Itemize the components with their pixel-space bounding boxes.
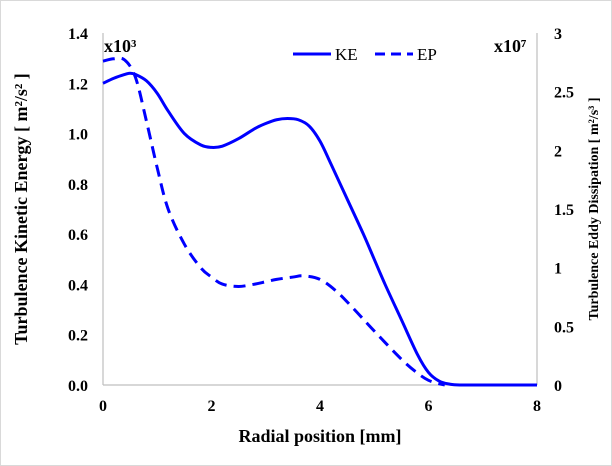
- left-y-tick-label: 1.2: [68, 76, 88, 93]
- x-tick-label: 8: [533, 398, 541, 415]
- right-y-tick-label: 2: [554, 143, 562, 160]
- legend: KE EP: [293, 45, 437, 64]
- series-line-ep: [102, 56, 446, 387]
- left-y-tick-labels: 0.0 0.2 0.4 0.6 0.8 1.0 1.2 1.4: [68, 26, 88, 395]
- x-tick-label: 0: [99, 398, 107, 415]
- x-tick-label: 4: [316, 398, 324, 415]
- series-line-ke: [102, 71, 537, 387]
- right-y-tick-label: 3: [554, 26, 562, 43]
- legend-ke-label: KE: [335, 45, 358, 64]
- x-axis-label: Radial position [mm]: [238, 426, 401, 446]
- x-tick-labels: 0 2 4 6 8: [99, 398, 541, 415]
- left-multiplier: x10³: [104, 36, 137, 56]
- left-y-tick-label: 1.4: [68, 26, 88, 43]
- x-tick-label: 2: [208, 398, 216, 415]
- x-tick-label: 6: [425, 398, 433, 415]
- right-y-tick-label: 1: [554, 261, 562, 278]
- left-y-tick-label: 0.0: [68, 378, 88, 395]
- right-y-axis-label: Turbulence Eddy Dissipation [ m²/s³ ]: [587, 98, 602, 321]
- series-lines: [102, 56, 537, 387]
- right-y-tick-label: 2.5: [554, 85, 574, 102]
- right-y-tick-label: 1.5: [554, 202, 574, 219]
- right-y-tick-label: 0: [554, 378, 562, 395]
- left-y-tick-label: 0.8: [68, 177, 88, 194]
- left-y-tick-label: 0.4: [68, 277, 88, 294]
- right-multiplier: x10⁷: [494, 36, 527, 56]
- left-y-tick-label: 0.2: [68, 328, 88, 345]
- left-y-tick-label: 1.0: [68, 127, 88, 144]
- right-y-tick-labels: 0 0.5 1 1.5 2 2.5 3: [554, 26, 574, 395]
- left-y-tick-label: 0.6: [68, 227, 88, 244]
- legend-ep-label: EP: [417, 45, 437, 64]
- left-y-axis-label: Turbulence Kinetic Energy [ m²/s² ]: [11, 73, 31, 345]
- right-y-tick-label: 0.5: [554, 319, 574, 336]
